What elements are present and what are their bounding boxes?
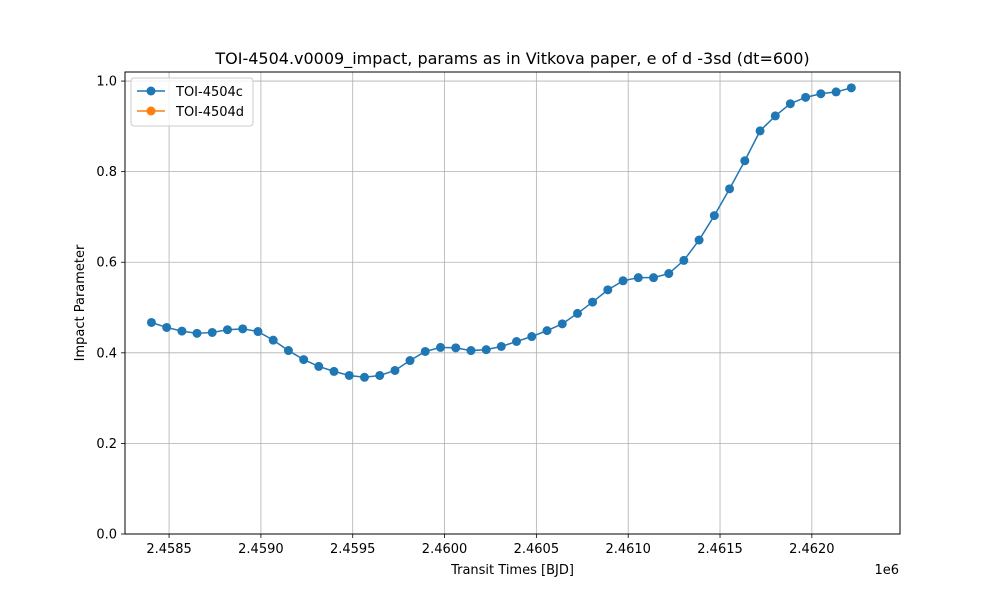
data-point-toi-4504c [375, 370, 385, 380]
data-point-toi-4504c [557, 319, 567, 329]
data-point-toi-4504c [831, 87, 841, 97]
x-tick-label: 2.4610 [605, 542, 651, 557]
x-axis-label: Transit Times [BJD] [450, 563, 574, 578]
x-tick-label: 2.4585 [146, 542, 192, 557]
data-point-toi-4504c [481, 345, 491, 355]
data-point-toi-4504c [603, 285, 613, 295]
legend-label-toi-4504d: TOI-4504d [175, 105, 244, 120]
data-point-toi-4504c [329, 366, 339, 376]
data-point-toi-4504c [405, 356, 415, 366]
data-point-toi-4504c [755, 126, 765, 136]
y-tick-label: 0.0 [96, 528, 117, 543]
data-point-toi-4504c [527, 332, 537, 342]
data-point-toi-4504c [770, 111, 780, 121]
x-tick-label: 2.4605 [514, 542, 560, 557]
chart-title: TOI-4504.v0009_impact, params as in Vitk… [214, 49, 809, 69]
x-tick-label: 2.4615 [697, 542, 743, 557]
data-point-toi-4504c [162, 322, 172, 332]
y-tick-label: 0.2 [96, 437, 117, 452]
y-tick-label: 0.6 [96, 256, 117, 271]
x-axis-offset-label: 1e6 [874, 563, 899, 578]
data-point-toi-4504c [253, 327, 263, 337]
legend-label-toi-4504c: TOI-4504c [175, 85, 243, 100]
plot-frame [124, 71, 901, 535]
data-point-toi-4504c [649, 273, 659, 283]
legend: TOI-4504c TOI-4504d [130, 77, 254, 127]
data-point-toi-4504c [390, 365, 400, 375]
legend-frame [130, 77, 254, 127]
data-point-toi-4504c [725, 184, 735, 194]
data-point-toi-4504c [740, 156, 750, 166]
data-point-toi-4504c [283, 346, 293, 356]
data-point-toi-4504c [466, 346, 476, 356]
data-point-toi-4504c [268, 335, 278, 345]
data-point-toi-4504c [618, 276, 628, 286]
data-point-toi-4504c [542, 326, 552, 336]
data-point-toi-4504c [846, 83, 856, 93]
data-point-toi-4504c [633, 273, 643, 283]
data-point-toi-4504c [679, 255, 689, 265]
data-point-toi-4504c [496, 341, 506, 351]
data-point-toi-4504c [222, 325, 232, 335]
data-point-toi-4504c [451, 343, 461, 353]
data-point-toi-4504c [573, 308, 583, 318]
data-point-toi-4504c [344, 370, 354, 380]
y-tick-label: 0.8 [96, 165, 117, 180]
data-point-toi-4504c [314, 361, 324, 371]
data-point-toi-4504c [299, 355, 309, 365]
data-point-toi-4504c [816, 89, 826, 99]
x-tick-label: 2.4600 [422, 542, 468, 557]
legend-marker-toi-4504d [146, 106, 156, 116]
data-point-toi-4504c [694, 235, 704, 245]
axis-ticks: 2.4585 2.4590 2.4595 2.4600 2.4605 2.4610 2.46… [96, 75, 834, 557]
y-tick-label: 1.0 [96, 75, 117, 90]
data-point-toi-4504c [207, 327, 217, 337]
data-point-toi-4504c [192, 328, 202, 338]
y-tick-label: 0.4 [96, 346, 117, 361]
data-point-toi-4504c [709, 211, 719, 221]
x-tick-label: 2.4590 [238, 542, 284, 557]
data-point-toi-4504c [801, 92, 811, 102]
data-point-toi-4504c [512, 337, 522, 346]
data-point-toi-4504c [588, 297, 598, 307]
data-point-toi-4504c [238, 324, 248, 334]
data-point-toi-4504c [420, 346, 430, 356]
data-point-toi-4504c [359, 372, 369, 382]
legend-marker-toi-4504c [146, 86, 156, 96]
data-point-toi-4504c [436, 342, 446, 352]
series-layer [146, 83, 856, 382]
x-tick-label: 2.4620 [789, 542, 835, 557]
data-point-toi-4504c [177, 326, 187, 336]
data-point-toi-4504c [146, 317, 156, 327]
data-point-toi-4504c [664, 269, 674, 279]
data-point-toi-4504c [785, 99, 795, 109]
x-tick-label: 2.4595 [330, 542, 376, 557]
y-axis-label: Impact Parameter [73, 244, 88, 361]
